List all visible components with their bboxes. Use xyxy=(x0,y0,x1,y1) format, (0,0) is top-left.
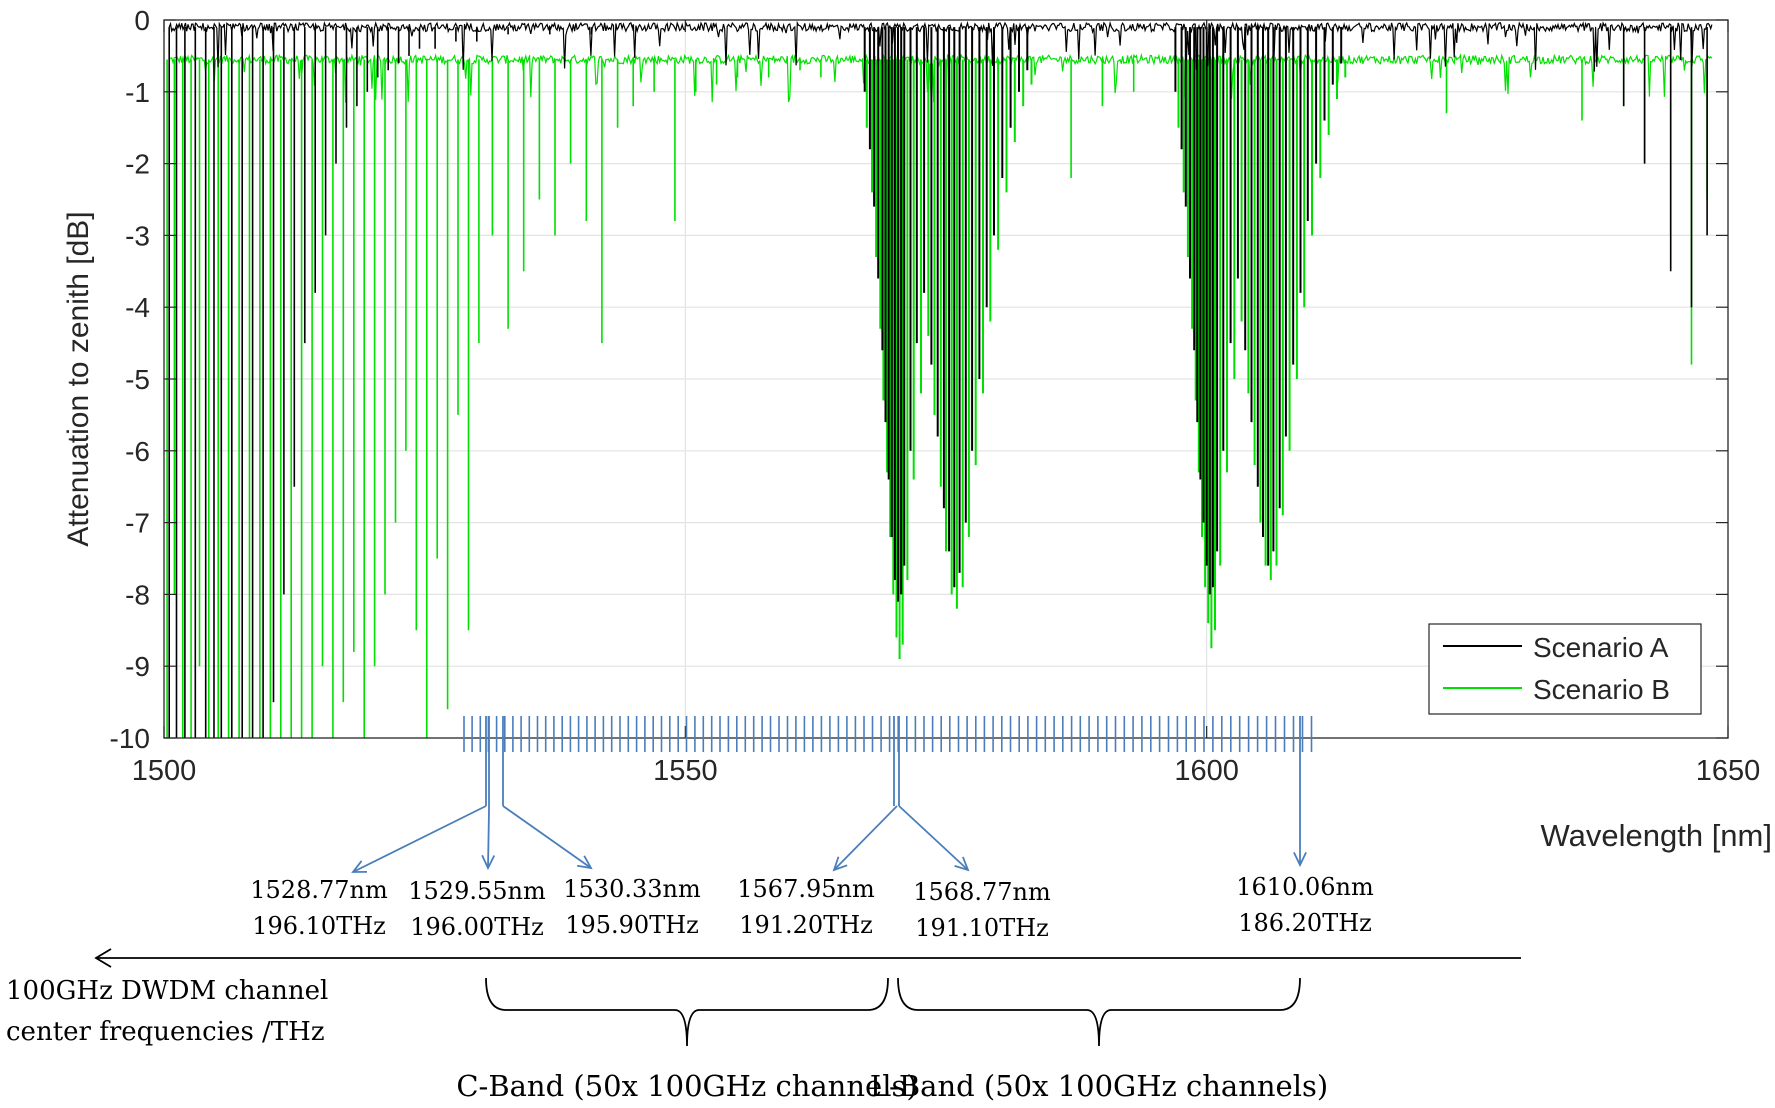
y-tick-label: -5 xyxy=(125,364,150,395)
axes: 1500 1550 1600 1650 0 -1 -2 -3 -4 -5 -6 -7 -8 -9 -10 xyxy=(110,5,1761,787)
x-tick-label: 1650 xyxy=(1696,755,1761,787)
y-tick-label: 0 xyxy=(134,5,150,36)
callout-arrow-line xyxy=(487,809,490,869)
callout-frequency: 196.10THz xyxy=(252,912,386,940)
callout-frequency: 191.20THz xyxy=(739,911,873,939)
callout-frequency: 196.00THz xyxy=(410,913,544,941)
callout-frequency: 186.20THz xyxy=(1238,909,1372,937)
y-tick-label: -3 xyxy=(125,220,150,251)
legend-box xyxy=(1428,623,1702,715)
x-tick-label: 1550 xyxy=(653,755,718,787)
band-label: L-Band (50x 100GHz channels) xyxy=(870,1069,1328,1103)
callout-arrow-line xyxy=(898,805,969,871)
callout-arrow-head xyxy=(954,856,970,872)
legend-label-scenario-b: Scenario B xyxy=(1533,674,1670,705)
y-tick-label: -10 xyxy=(110,723,150,754)
frequency-axis-label-line2: center frequencies /THz xyxy=(6,1017,325,1047)
band-braces: C-Band (50x 100GHz channels)L-Band (50x … xyxy=(456,977,1328,1103)
series-baseline xyxy=(168,20,1713,72)
spectrum-series xyxy=(166,20,1713,738)
callout-wavelength: 1528.77nm xyxy=(250,876,388,904)
callout-arrow-line xyxy=(833,805,898,871)
callout-frequency: 191.10THz xyxy=(915,914,1049,942)
band-brace xyxy=(485,977,889,1047)
callout-wavelength: 1529.55nm xyxy=(408,877,546,905)
callout-arrow-head xyxy=(481,854,496,871)
y-tick-label: -8 xyxy=(125,579,150,610)
y-tick-label: -1 xyxy=(125,77,150,108)
x-tick-label: 1600 xyxy=(1174,755,1239,787)
frequency-arrow xyxy=(94,948,1521,968)
series-scenario-b xyxy=(166,52,1713,738)
band-label: C-Band (50x 100GHz channels) xyxy=(456,1069,917,1103)
y-tick-label: -7 xyxy=(125,508,150,539)
legend: Scenario A Scenario B xyxy=(1428,623,1702,715)
channel-callouts: 1528.77nm 196.10THz 1529.55nm 196.00THz 1530… xyxy=(250,716,1374,942)
y-tick-label: -2 xyxy=(125,149,150,180)
callout-arrow-head xyxy=(832,856,848,872)
callout-wavelength: 1567.95nm xyxy=(737,875,875,903)
frequency-axis-label-line1: 100GHz DWDM channel xyxy=(6,976,328,1006)
callout-wavelength: 1610.06nm xyxy=(1236,873,1374,901)
y-tick-label: -6 xyxy=(125,436,150,467)
callout-arrow-line xyxy=(352,805,487,873)
callout-arrow-head xyxy=(351,860,368,873)
frequency-arrow-head xyxy=(94,948,112,968)
callout-arrow-head xyxy=(577,855,593,870)
band-brace xyxy=(897,977,1301,1047)
y-tick-label: -9 xyxy=(125,651,150,682)
callout-arrow-head xyxy=(1293,852,1307,868)
x-axis-label: Wavelength [nm] xyxy=(1541,818,1772,853)
callout-arrow-line xyxy=(502,805,592,869)
y-tick-label: -4 xyxy=(125,292,150,323)
y-axis-label: Attenuation to zenith [dB] xyxy=(62,211,95,546)
x-tick-label: 1500 xyxy=(132,755,197,787)
callout-frequency: 195.90THz xyxy=(565,911,699,939)
series-scenario-a xyxy=(168,20,1713,738)
callout-wavelength: 1530.33nm xyxy=(563,875,701,903)
legend-label-scenario-a: Scenario A xyxy=(1533,632,1669,663)
callout-wavelength: 1568.77nm xyxy=(913,878,1051,906)
